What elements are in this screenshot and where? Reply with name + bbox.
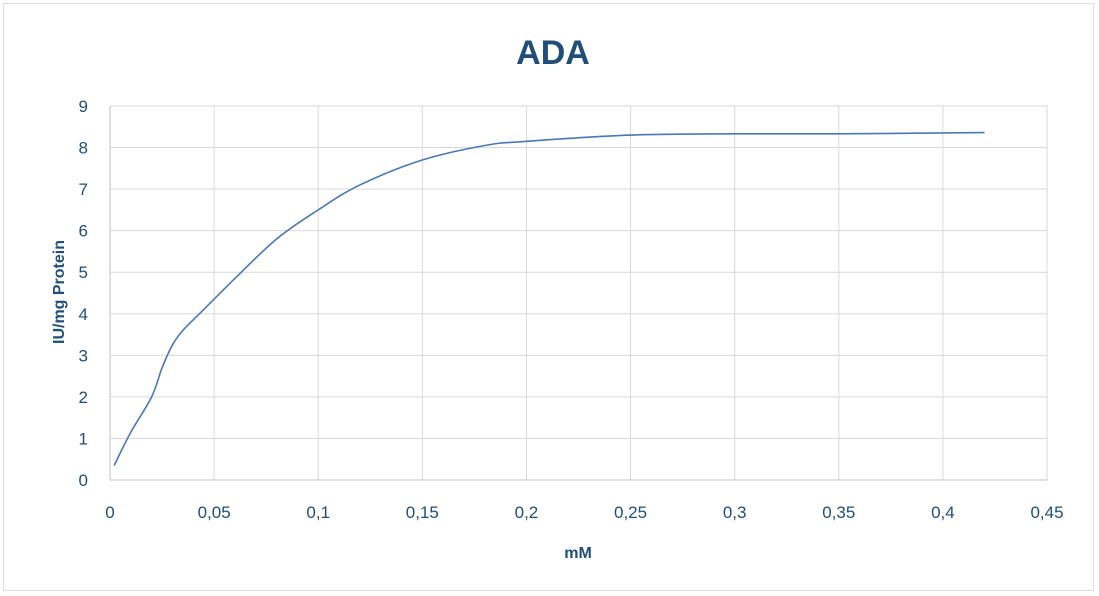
y-tick-label: 2 (79, 388, 88, 407)
x-tick-label: 0,15 (406, 503, 439, 522)
x-tick-label: 0,25 (614, 503, 647, 522)
y-tick-label: 5 (79, 263, 88, 282)
x-tick-label: 0,35 (822, 503, 855, 522)
y-tick-label: 9 (79, 97, 88, 116)
x-tick-label: 0,4 (931, 503, 955, 522)
tick-labels: 0 1 2 3 4 5 6 7 8 9 0 0,05 0,1 0,15 0,2 0,25 0,3 0,35 0,4 0… (79, 97, 1064, 522)
chart-frame (3, 3, 1094, 591)
x-tick-label: 0,05 (198, 503, 231, 522)
x-tick-label: 0 (105, 503, 114, 522)
y-tick-label: 3 (79, 346, 88, 365)
chart-title: ADA (516, 34, 590, 72)
axes (109, 106, 1047, 481)
y-tick-label: 7 (79, 180, 88, 199)
x-tick-label: 0,2 (515, 503, 539, 522)
y-tick-label: 4 (79, 305, 88, 324)
x-tick-label: 0,3 (723, 503, 747, 522)
y-tick-label: 8 (79, 139, 88, 158)
x-axis-title: mM (564, 545, 592, 562)
y-tick-label: 1 (79, 429, 88, 448)
y-tick-label: 6 (79, 222, 88, 241)
series-line-0 (113, 131, 985, 466)
series-layer (113, 131, 985, 466)
gridlines (110, 105, 1048, 480)
x-tick-label: 0,45 (1030, 503, 1063, 522)
y-tick-label: 0 (79, 471, 88, 490)
y-axis-title: IU/mg Protein (51, 240, 68, 344)
x-tick-label: 0,1 (306, 503, 330, 522)
